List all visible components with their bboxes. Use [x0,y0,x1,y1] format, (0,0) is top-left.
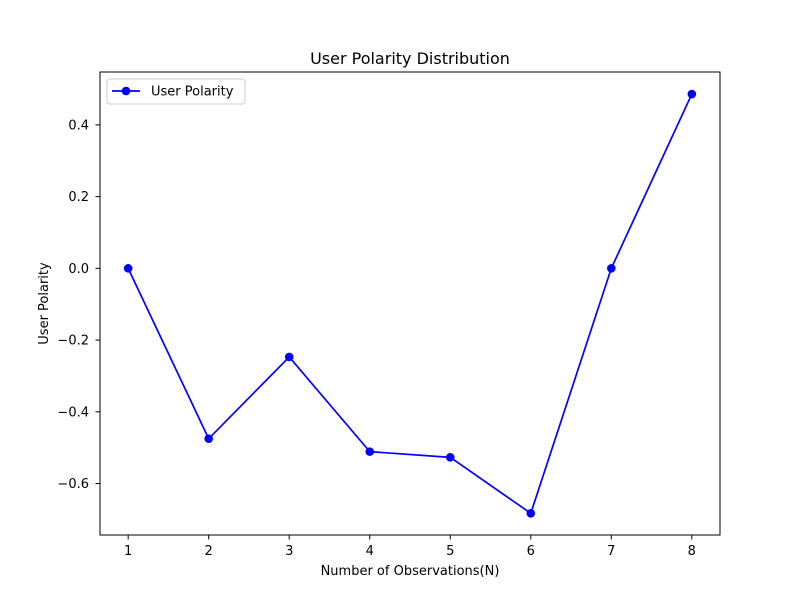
x-tick-label: 4 [366,544,374,559]
y-tick-label: 0.4 [68,118,89,133]
x-tick-label: 1 [124,544,132,559]
y-tick-label: −0.2 [57,334,89,349]
data-point [284,352,294,362]
data-point [123,264,133,273]
y-tick-label: 0.0 [68,262,89,277]
data-point [365,447,375,456]
data-point [606,264,616,273]
x-axis-label: Number of Observations(N) [321,564,500,579]
data-point [445,453,455,462]
series-line [127,93,693,515]
y-axis-label: User Polarity [37,262,52,345]
x-tick-label: 6 [527,544,535,559]
legend-label: User Polarity [151,85,234,100]
data-point [526,509,536,518]
legend-marker [121,86,131,96]
legend: User Polarity [106,78,246,105]
legend-box [106,78,246,105]
plot-area [99,71,721,536]
x-tick-label: 3 [285,544,293,559]
x-tick-label: 8 [688,544,696,559]
y-axis: 0.4 0.2 0.0 −0.2 −0.4 −0.6 [57,118,100,492]
data-point [687,89,697,99]
series-layer [123,89,697,518]
x-tick-label: 5 [446,544,454,559]
plot-frame [99,71,721,536]
x-tick-label: 2 [205,544,213,559]
y-tick-label: −0.6 [57,477,89,492]
x-tick-label: 7 [607,544,615,559]
chart-title: User Polarity Distribution [310,49,510,68]
data-point [204,434,214,444]
x-axis: 1 2 3 4 5 6 7 8 [124,535,696,559]
y-tick-label: 0.2 [68,190,89,205]
y-tick-label: −0.4 [57,405,89,420]
